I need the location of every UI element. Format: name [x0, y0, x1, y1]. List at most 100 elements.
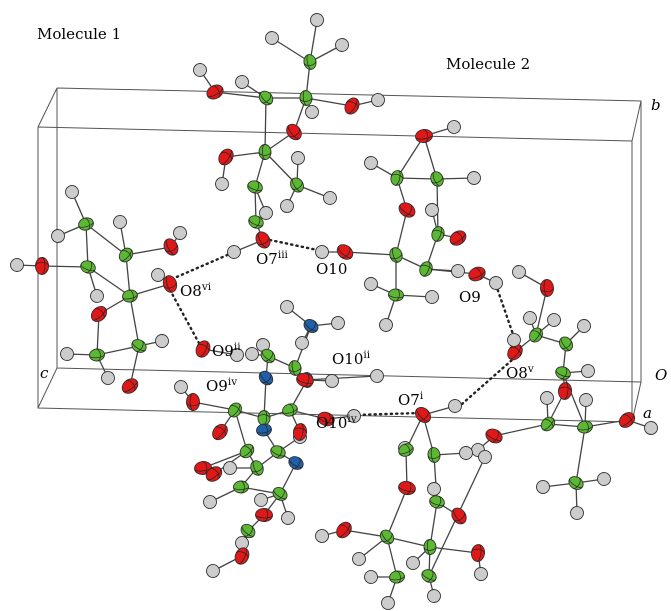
hydrogen-atom [352, 552, 366, 566]
carbon-atom [419, 261, 433, 277]
oxygen-atom [336, 521, 352, 539]
oxygen-atom [296, 372, 314, 388]
hydrogen-atom [174, 380, 188, 394]
oxygen-atom [398, 480, 416, 496]
oxygen-atom [292, 423, 308, 441]
bond [214, 91, 267, 99]
hydrogen-atom [406, 556, 420, 570]
axis-b-label: b [651, 96, 661, 114]
hydrogen-atom [235, 75, 249, 89]
carbon-atom [248, 215, 264, 229]
carbon-atom [78, 217, 94, 231]
hydrogen-atom [291, 151, 305, 165]
nitrogen-atom [256, 423, 272, 437]
oxygen-atom [558, 382, 572, 400]
oxygen-atom [234, 547, 250, 565]
carbon-atom [239, 443, 255, 459]
carbon-atom [288, 360, 302, 376]
hydrogen-atom [265, 31, 279, 45]
carbon-atom [389, 570, 405, 584]
hydrogen-atom [364, 156, 378, 170]
hydrogen-atom [370, 369, 384, 383]
hydrogen-atom [451, 264, 465, 278]
carbon-atom [423, 539, 437, 555]
hydrogen-atom [259, 206, 273, 220]
hydrogen-atom [507, 333, 521, 347]
carbon-atom [568, 476, 584, 490]
oxygen-atom [398, 202, 416, 218]
hydrogen-atom [173, 226, 187, 240]
oxygen-label-o9: O9 [459, 288, 481, 306]
hydrogen-atom [427, 589, 441, 603]
hydrogen-atom [447, 120, 461, 134]
bond [386, 536, 431, 548]
hydrogen-atom [427, 482, 441, 496]
carbon-atom [233, 480, 249, 494]
carbon-atom [290, 177, 304, 193]
oxygen-atom [255, 231, 271, 249]
hydrogen-atom [151, 268, 165, 282]
carbon-atom [577, 420, 593, 434]
carbon-atom [118, 247, 134, 263]
oxygen-label-o9ii: O9ii [212, 341, 241, 360]
carbon-atom [299, 90, 313, 106]
oxygen-atom [485, 428, 503, 444]
hydrogen-atom [581, 364, 595, 378]
hydrogen-atom [193, 63, 207, 77]
hydrogen-atom [478, 450, 492, 464]
bond [396, 135, 425, 179]
axis-c-label: c [40, 364, 49, 382]
bond [87, 266, 131, 297]
hydrogen-atom [425, 290, 439, 304]
hydrogen-atom [512, 265, 526, 279]
carbon-atom [89, 348, 105, 362]
molecule-2-label: Molecule 2 [446, 55, 530, 73]
bond [395, 209, 408, 256]
hydrogen-atom [425, 203, 439, 217]
oxygen-atom [451, 507, 467, 525]
hydrogen-atom [325, 374, 339, 388]
hydrogen-atom [323, 191, 337, 205]
hydrogen-atom [280, 199, 294, 213]
carbon-atom [398, 443, 414, 457]
oxygen-atom [507, 343, 523, 361]
hydrogen-atom [203, 495, 217, 509]
oxygen-atom [317, 411, 335, 427]
oxygen-label-o8vi: O8vi [180, 281, 212, 300]
atom-layer [10, 13, 658, 610]
hydrogen-atom [331, 316, 345, 330]
hydrogen-atom [379, 318, 393, 332]
oxygen-atom [468, 266, 486, 282]
bond [305, 97, 353, 107]
carbon-atom [431, 226, 445, 242]
hydrogen-atom [371, 93, 385, 107]
carbon-atom [240, 523, 256, 539]
nitrogen-atom [303, 318, 319, 334]
bond [304, 375, 378, 381]
bond [493, 423, 549, 437]
hydrogen-atom [254, 493, 268, 507]
carbon-atom [540, 416, 556, 432]
oxygen-label-o9iv: O9iv [206, 376, 237, 395]
bond [264, 97, 267, 153]
origin-label: O [655, 366, 667, 384]
oxygen-label-o8v: O8v [506, 363, 534, 382]
bond [344, 251, 397, 256]
oxygen-label-o10: O10 [316, 260, 347, 278]
hydrogen-atom [347, 409, 361, 423]
bond [562, 372, 586, 428]
carbon-atom [80, 260, 96, 274]
carbon-atom [270, 445, 286, 459]
oxygen-atom [540, 279, 554, 297]
hydrogen-atom [381, 596, 395, 610]
oxygen-label-o7iii: O7iii [256, 249, 289, 268]
carbon-atom [390, 170, 404, 186]
bond [234, 409, 248, 452]
oxygen-atom [186, 393, 200, 411]
carbon-atom [429, 495, 445, 509]
oxygen-label-o10iv: O10iv [316, 413, 357, 432]
oxygen-label-o7i: O7i [398, 390, 424, 409]
molecule-1-label: Molecule 1 [37, 25, 121, 43]
oxygen-atom [618, 412, 636, 428]
